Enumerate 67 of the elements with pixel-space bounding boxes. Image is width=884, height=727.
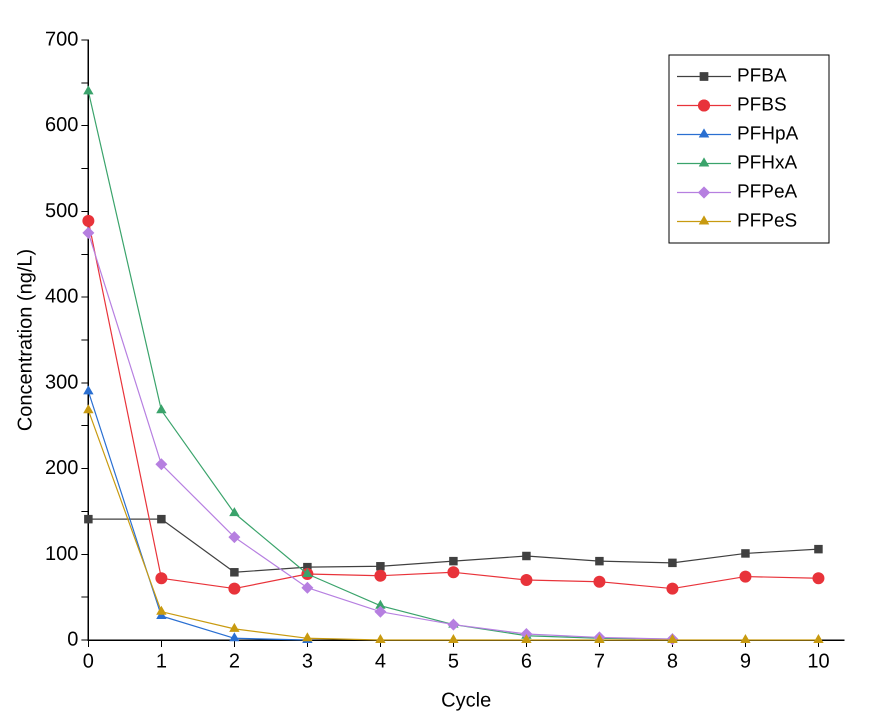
point: [83, 385, 94, 394]
x-tick-label: 2: [228, 650, 240, 673]
legend-label: PFBS: [737, 94, 787, 116]
point: [668, 558, 677, 568]
x-tick-label: 5: [448, 650, 459, 673]
point: [449, 556, 458, 566]
y-tick-label: 200: [44, 457, 78, 480]
x-tick-label: 6: [520, 650, 532, 673]
point: [448, 634, 459, 643]
point: [155, 572, 168, 584]
y-tick-label: 100: [44, 542, 78, 565]
point: [812, 572, 824, 584]
x-axis-title: Cycle: [441, 690, 492, 712]
point: [301, 582, 314, 594]
point: [83, 85, 94, 94]
point: [155, 458, 168, 470]
y-axis-title: Concentration (ng/L): [14, 248, 37, 432]
x-tick-label: 8: [666, 650, 678, 673]
legend-label: PFPeS: [737, 210, 798, 232]
point: [229, 622, 240, 632]
point: [82, 226, 94, 239]
legend-label: PFBA: [737, 66, 787, 87]
point: [740, 634, 751, 643]
point: [229, 507, 240, 516]
point: [814, 544, 823, 554]
point: [739, 570, 752, 583]
point: [228, 531, 240, 544]
x-tick-label: 7: [594, 650, 605, 673]
x-tick-label: 10: [807, 650, 830, 673]
point: [83, 404, 94, 414]
point: [522, 552, 531, 560]
legend-label: PFHpA: [737, 124, 799, 145]
point: [156, 404, 167, 414]
point: [157, 514, 166, 524]
point: [230, 568, 239, 577]
y-tick-label: 500: [44, 200, 78, 222]
point: [84, 514, 93, 524]
x-tick-label: 9: [740, 650, 751, 673]
y-tick-label: 300: [44, 371, 78, 394]
point: [228, 582, 240, 595]
point: [666, 582, 678, 595]
legend-label: PFPeA: [737, 182, 798, 203]
point: [447, 566, 460, 578]
point: [521, 634, 532, 643]
legend-label: PFHxA: [737, 152, 798, 174]
point: [374, 570, 386, 582]
x-tick-label: 4: [374, 650, 386, 673]
point: [82, 214, 94, 227]
y-tick-label: 700: [44, 28, 78, 51]
point: [375, 634, 386, 643]
x-tick-label: 3: [302, 650, 313, 673]
x-tick-label: 1: [156, 650, 167, 673]
point: [376, 562, 385, 571]
point: [302, 568, 313, 577]
point: [520, 574, 532, 586]
point: [374, 606, 386, 618]
point: [595, 556, 604, 566]
point: [741, 549, 750, 558]
y-tick-label: 600: [44, 114, 78, 136]
point: [813, 634, 824, 643]
x-tick-label: 0: [82, 650, 94, 673]
point: [447, 618, 460, 631]
y-tick-label: 0: [67, 628, 78, 651]
point: [229, 632, 240, 642]
point: [593, 576, 606, 588]
y-tick-label: 400: [44, 286, 78, 308]
point: [156, 606, 167, 615]
